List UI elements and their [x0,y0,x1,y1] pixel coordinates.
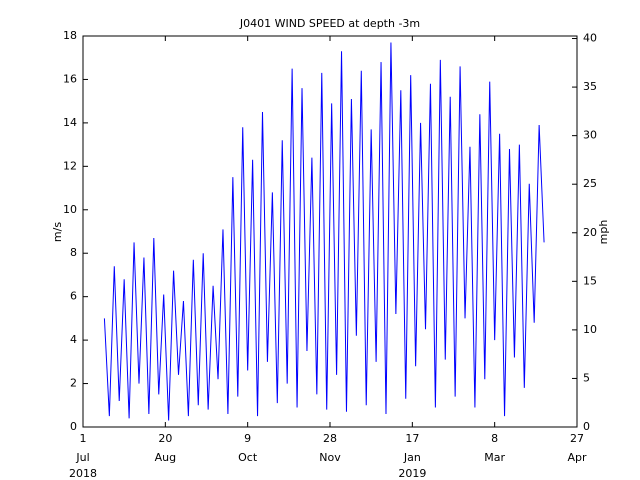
x-tick-label: 28 [323,432,337,445]
y2-tick-label: 5 [583,371,590,384]
y2-tick-label: 0 [583,420,590,433]
x-tick-year: 2019 [398,467,426,480]
y-tick-label: 10 [63,203,77,216]
y2-tick-label: 20 [583,226,597,239]
y2-tick-label: 40 [583,32,597,45]
x-tick-month: Mar [484,451,505,464]
y2-tick-label: 25 [583,177,597,190]
x-tick-month: Nov [319,451,341,464]
y-tick-label: 0 [70,420,77,433]
x-tick-month: Jul [75,451,89,464]
y2-tick-label: 10 [583,323,597,336]
x-tick-month: Jan [403,451,421,464]
y-tick-label: 16 [63,72,77,85]
x-tick-label: 20 [158,432,172,445]
wind-speed-line [103,42,545,421]
x-tick-month: Aug [155,451,176,464]
x-tick-label: 8 [491,432,498,445]
chart-title: J0401 WIND SPEED at depth -3m [239,17,420,30]
x-tick-label: 27 [570,432,584,445]
x-tick-label: 1 [80,432,87,445]
y-tick-label: 18 [63,29,77,42]
y2-tick-label: 30 [583,129,597,142]
x-tick-month: Oct [238,451,258,464]
x-tick-month: Apr [567,451,587,464]
y2-axis-label: mph [597,220,610,245]
y-tick-label: 12 [63,159,77,172]
y-tick-label: 6 [70,290,77,303]
y-axis-label: m/s [51,222,64,242]
y-tick-label: 14 [63,116,77,129]
x-tick-label: 17 [405,432,419,445]
x-tick-label: 9 [244,432,251,445]
y2-tick-label: 35 [583,80,597,93]
y-tick-label: 8 [70,246,77,259]
y-tick-label: 2 [70,377,77,390]
y2-tick-label: 15 [583,274,597,287]
y-tick-label: 4 [70,333,77,346]
x-tick-year: 2018 [69,467,97,480]
